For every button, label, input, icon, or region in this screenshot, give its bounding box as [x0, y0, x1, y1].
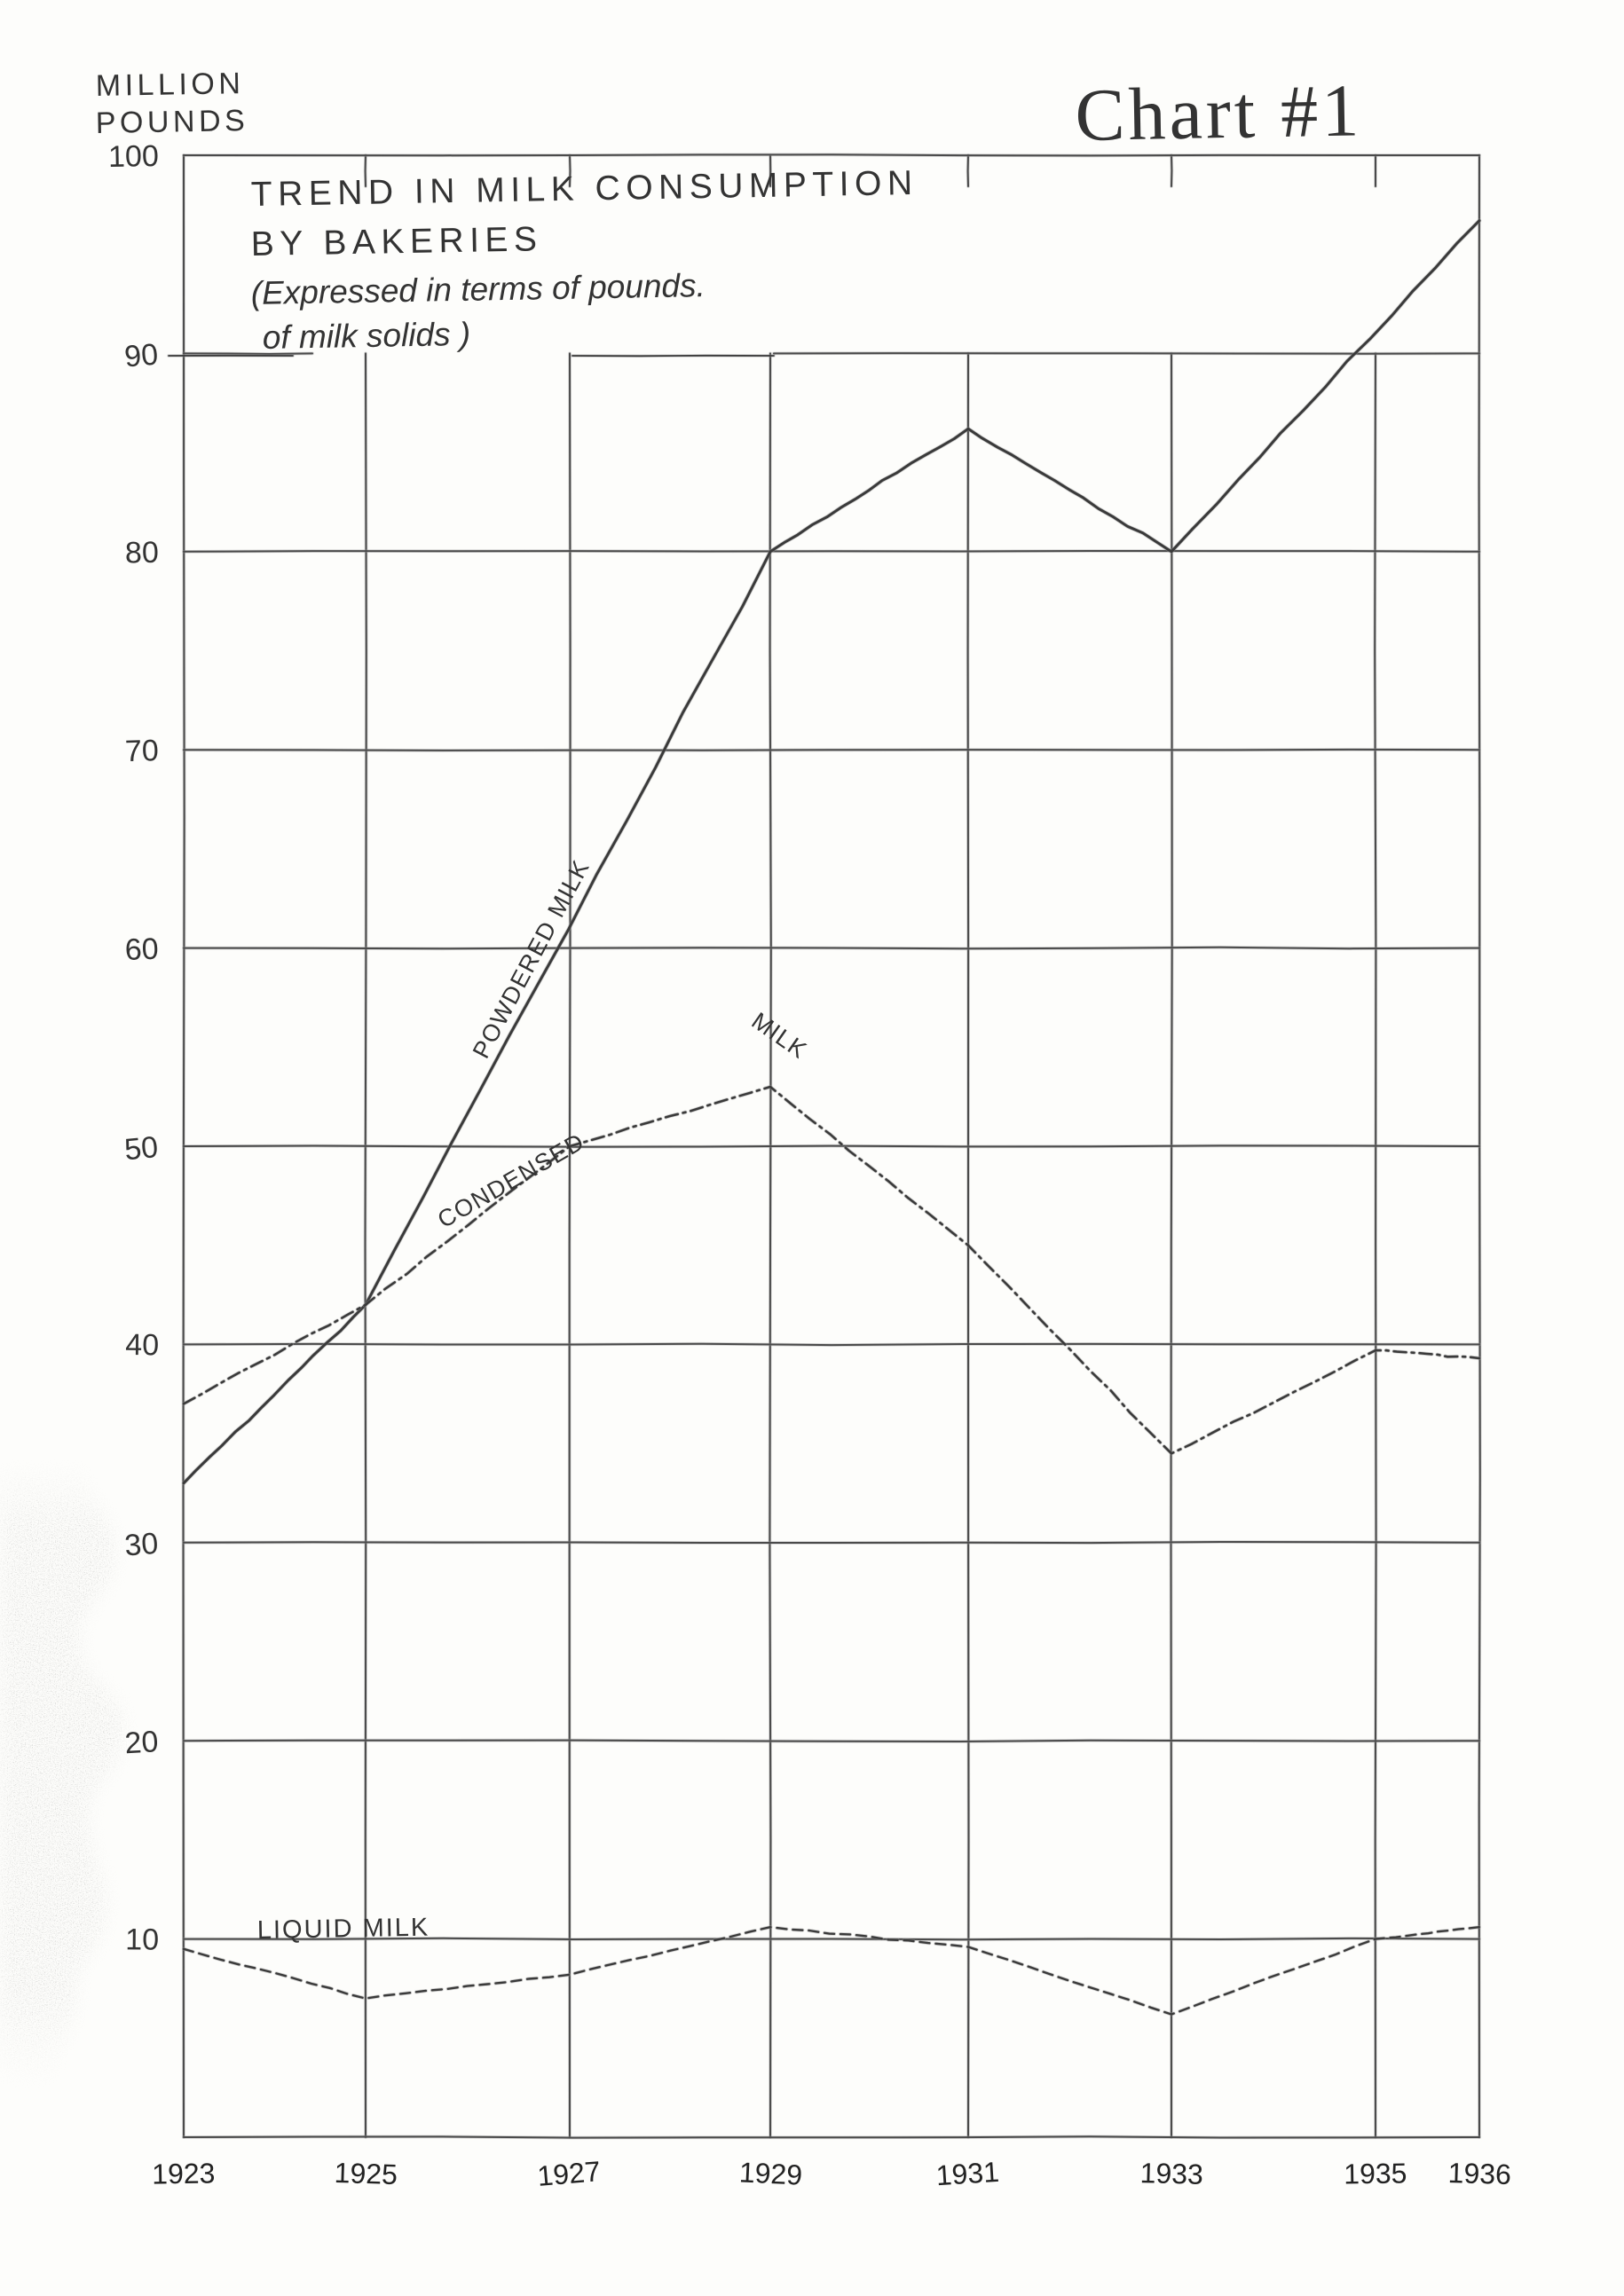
svg-text:60: 60 — [124, 932, 159, 967]
svg-text:1935: 1935 — [1344, 2157, 1407, 2190]
svg-text:50: 50 — [123, 1130, 160, 1167]
svg-text:1927: 1927 — [536, 2155, 602, 2192]
svg-text:POUNDS: POUNDS — [95, 104, 248, 140]
svg-text:LIQUID MILK: LIQUID MILK — [257, 1914, 430, 1945]
svg-text:10: 10 — [125, 1923, 159, 1956]
svg-text:1936: 1936 — [1447, 2157, 1511, 2190]
svg-text:1925: 1925 — [334, 2157, 398, 2190]
svg-text:Chart #1: Chart #1 — [1075, 69, 1363, 157]
svg-text:1931: 1931 — [935, 2156, 1000, 2191]
svg-text:MILLION: MILLION — [95, 67, 244, 103]
svg-text:90: 90 — [123, 338, 160, 374]
svg-text:1923: 1923 — [152, 2157, 216, 2190]
svg-text:BY BAKERIES: BY BAKERIES — [250, 220, 542, 263]
svg-text:1929: 1929 — [738, 2156, 803, 2190]
svg-text:1933: 1933 — [1139, 2157, 1203, 2190]
svg-text:20: 20 — [123, 1725, 159, 1760]
svg-text:30: 30 — [123, 1527, 159, 1563]
svg-text:100: 100 — [108, 139, 159, 174]
svg-text:80: 80 — [125, 536, 160, 570]
svg-text:40: 40 — [125, 1328, 159, 1362]
svg-text:70: 70 — [124, 734, 159, 768]
svg-text:of milk solids ): of milk solids ) — [262, 316, 470, 356]
